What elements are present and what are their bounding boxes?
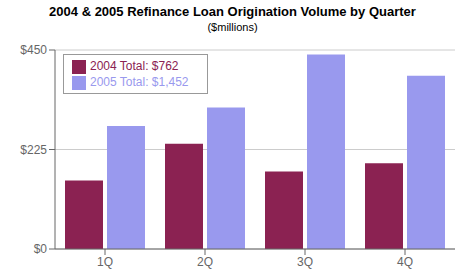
- html-text:2005 Total: $1,452: 2005 Total: $1,452: [90, 75, 189, 89]
- svg-text:3Q: 3Q: [297, 255, 313, 269]
- svg-text:$225: $225: [20, 143, 47, 157]
- svg-text:$450: $450: [20, 43, 47, 57]
- svg-text:4Q: 4Q: [397, 255, 413, 269]
- svg-text:1Q: 1Q: [97, 255, 113, 269]
- svg-text:$0: $0: [34, 242, 48, 256]
- html-text:2004 & 2005 Refinance Loan Ori: 2004 & 2005 Refinance Loan Origination V…: [49, 4, 416, 19]
- html-text:2004 Total: $762: 2004 Total: $762: [90, 59, 179, 73]
- html-text:($millions): ($millions): [207, 21, 258, 33]
- svg-text:2Q: 2Q: [197, 255, 213, 269]
